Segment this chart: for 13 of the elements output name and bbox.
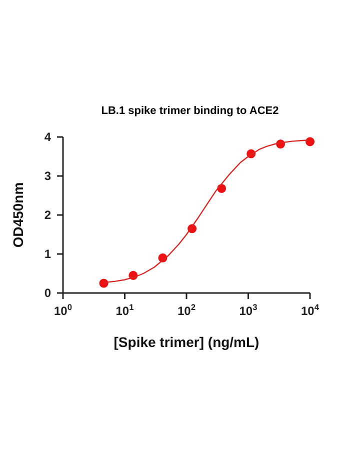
y-tick-label: 0 [44,286,52,300]
y-axis-title: OD450nm [10,182,26,248]
x-tick-label: 10$^{0}$ [54,302,72,318]
chart-title: LB.1 spike trimer binding to ACE2 [100,105,280,117]
x-tick-label: 10$^{2}$ [177,302,196,318]
y-tick-label: 2 [44,208,52,222]
x-tick-label: 10$^{3}$ [239,302,258,318]
x-tick-label: 10$^{4}$ [300,302,320,318]
x-axis-title: [Spike trimer] (ng/mL) [114,334,260,350]
y-tick-label: 1 [44,247,52,261]
y-tick-label: 4 [44,130,52,144]
x-tick-label: 10$^{1}$ [116,302,134,318]
y-tick-label: 3 [44,169,52,183]
